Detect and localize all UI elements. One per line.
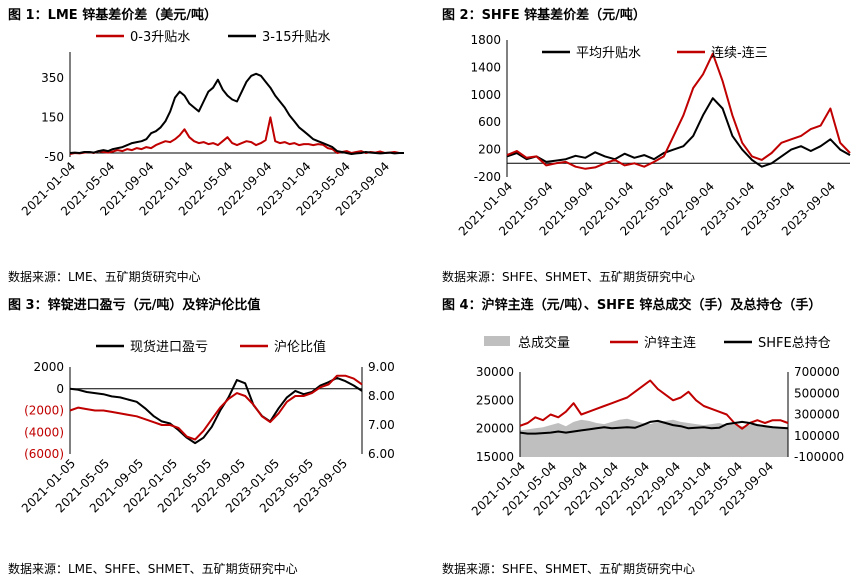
- panel-2: 图 2：SHFE 锌基差价差（元/吨） 1800 1400 1000 600 200 -2…: [432, 0, 865, 290]
- y-tick-left-3: (4000): [24, 425, 64, 439]
- series-line-2: [519, 419, 789, 435]
- series-line-1: [506, 52, 851, 170]
- series-line-1: [69, 72, 404, 155]
- legend-label-1: 沪伦比值: [274, 339, 326, 355]
- y-tick-left-2: (2000): [24, 404, 64, 418]
- panel-4: 图 4：沪锌主连（元/吨）、SHFE 锌总成交（手）及总持仓（手） 30000 2…: [432, 290, 865, 579]
- legend-label-0: 0-3升贴水: [130, 30, 190, 45]
- legend-swatch-0: [484, 336, 510, 346]
- y-tick-left-2: 1000: [470, 88, 501, 102]
- y-tick-left-4: (6000): [24, 447, 64, 461]
- y-tick-left-1: 150: [41, 110, 64, 124]
- panel-2-source: 数据来源：SHFE、SHMET、五矿期货研究中心: [442, 270, 696, 284]
- y-tick-right-0: 9.00: [368, 360, 395, 374]
- series-line-1: [519, 379, 789, 430]
- series-line-0: [506, 97, 851, 168]
- y-tick-right-2: 300000: [794, 408, 840, 422]
- y-tick-right-1: 8.00: [368, 389, 395, 403]
- panel-1-source: 数据来源：LME、五矿期货研究中心: [8, 270, 201, 284]
- y-tick-left-0: 30000: [476, 365, 514, 379]
- y-tick-left-1: 1400: [470, 60, 501, 74]
- y-tick-left-2: 20000: [476, 422, 514, 436]
- series-line-0: [69, 376, 363, 445]
- panel-1-title: 图 1：LME 锌基差价差（美元/吨）: [8, 8, 217, 23]
- panel-4-source: 数据来源：SHFE、SHMET、五矿期货研究中心: [442, 562, 696, 576]
- y-tick-left-2: -50: [44, 150, 64, 164]
- legend-label-2: SHFE总持仓: [758, 336, 831, 351]
- y-tick-right-0: 700000: [794, 365, 840, 379]
- legend-label-1: 沪锌主连: [644, 335, 696, 351]
- y-tick-left-1: 0: [56, 382, 64, 396]
- panel-3: 图 3：锌锭进口盈亏（元/吨）及锌沪伦比值 2000 0 (2000) (4000) (…: [0, 290, 432, 579]
- series-line-1: [69, 374, 363, 441]
- legend-label-0: 平均升贴水: [576, 46, 641, 61]
- chart-1: 350150-502021-01-042021-05-042021-09-042…: [19, 30, 404, 218]
- y-tick-left-1: 25000: [476, 393, 514, 407]
- panel-2-title: 图 2：SHFE 锌基差价差（元/吨）: [442, 8, 646, 23]
- legend-label-1: 连续-连三: [711, 45, 768, 61]
- legend-label-1: 3-15升贴水: [262, 30, 331, 45]
- legend-label-0: 现货进口盈亏: [130, 339, 208, 355]
- y-tick-left-5: -200: [474, 170, 501, 184]
- y-tick-left-4: 200: [478, 143, 501, 157]
- panel-3-source: 数据来源：LME、SHFE、SHMET、五矿期货研究中心: [8, 562, 298, 576]
- legend-label-0: 总成交量: [518, 335, 570, 351]
- y-tick-right-2: 7.00: [368, 418, 395, 432]
- y-tick-left-0: 2000: [33, 360, 64, 374]
- panel-1: 图 1：LME 锌基差价差（美元/吨） 350 150 -50 2021-01-04 2…: [0, 0, 432, 290]
- y-tick-right-4: -100000: [794, 450, 844, 464]
- panel-4-title: 图 4：沪锌主连（元/吨）、SHFE 锌总成交（手）及总持仓（手）: [442, 298, 822, 313]
- y-tick-left-0: 1800: [470, 33, 501, 47]
- series-area-0: [520, 418, 788, 457]
- y-tick-left-0: 350: [41, 71, 64, 85]
- chart-4: 30000 25000 20000 15000 700000 500000 300000 10…: [469, 335, 844, 518]
- y-tick-left-3: 600: [478, 115, 501, 129]
- y-tick-right-3: 6.00: [368, 447, 395, 461]
- panel-3-title: 图 3：锌锭进口盈亏（元/吨）及锌沪伦比值: [8, 298, 261, 313]
- series-line-0: [69, 116, 404, 155]
- chart-2: 180014001000600200-2002021-01-042021-05-…: [456, 33, 851, 238]
- y-tick-left-3: 15000: [476, 450, 514, 464]
- y-tick-right-3: 100000: [794, 429, 840, 443]
- chart-3: 20000(2000)(4000)(6000)9.008.007.006.002…: [19, 339, 395, 515]
- y-tick-right-1: 500000: [794, 386, 840, 400]
